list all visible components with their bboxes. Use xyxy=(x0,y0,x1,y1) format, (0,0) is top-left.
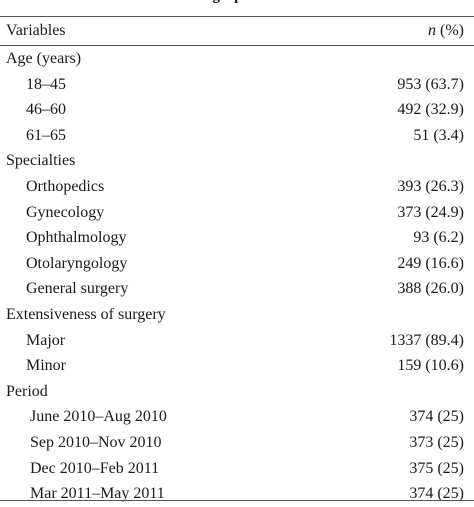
row-label: June 2010–Aug 2010 xyxy=(30,408,167,426)
row-value: 953 (63.7) xyxy=(397,75,464,93)
row-value: 373 (24.9) xyxy=(397,203,464,221)
section-label: Period xyxy=(6,382,48,400)
row-value: 388 (26.0) xyxy=(397,280,464,298)
table-row: General surgery 388 (26.0) xyxy=(0,276,474,302)
table-section-row: Extensiveness of surgery xyxy=(0,302,474,328)
header-variables: Variables xyxy=(6,22,66,39)
row-label: Ophthalmology xyxy=(26,229,127,247)
table-section-row: Age (years) xyxy=(0,46,474,72)
table-header-row: Variables n (%) xyxy=(0,16,474,45)
header-n-percent: n (%) xyxy=(428,16,464,45)
row-label: Major xyxy=(26,331,66,349)
row-value: 159 (10.6) xyxy=(397,357,464,375)
table-row: Ophthalmology 93 (6.2) xyxy=(0,225,474,251)
table-row: Sep 2010–Nov 2010 373 (25) xyxy=(0,430,474,456)
row-value: 375 (25) xyxy=(409,459,464,477)
row-label: 61–65 xyxy=(26,126,66,144)
row-label: Otolaryngology xyxy=(26,254,128,272)
row-label: 18–45 xyxy=(26,75,66,93)
header-percent: (%) xyxy=(436,22,464,39)
table-row: 46–60 492 (32.9) xyxy=(0,97,474,123)
row-value: 1337 (89.4) xyxy=(389,331,464,349)
row-label: Sep 2010–Nov 2010 xyxy=(30,433,162,451)
table-row: Gynecology 373 (24.9) xyxy=(0,200,474,226)
table-section-row: Period xyxy=(0,379,474,405)
row-label: Dec 2010–Feb 2011 xyxy=(30,459,160,477)
table-section-row: Specialties xyxy=(0,148,474,174)
row-value: 374 (25) xyxy=(409,485,464,503)
table-row: 18–45 953 (63.7) xyxy=(0,72,474,98)
row-label: General surgery xyxy=(26,280,129,298)
section-label: Age (years) xyxy=(6,50,82,67)
row-value: 393 (26.3) xyxy=(397,177,464,195)
table-row: Major 1337 (89.4) xyxy=(0,328,474,354)
row-value: 51 (3.4) xyxy=(413,126,464,144)
row-label: Orthopedics xyxy=(26,177,105,195)
table-row: June 2010–Aug 2010 374 (25) xyxy=(0,404,474,430)
table-row: Minor 159 (10.6) xyxy=(0,353,474,379)
table-bottom-rule xyxy=(0,500,474,501)
row-label: Gynecology xyxy=(26,203,105,221)
table-body: Age (years) 18–45 953 (63.7) 46–60 492 (32.9… xyxy=(0,46,474,507)
row-label: Mar 2011–May 2011 xyxy=(30,485,165,503)
table-row: Otolaryngology 249 (16.6) xyxy=(0,251,474,277)
section-label: Specialties xyxy=(6,152,76,170)
row-value: 492 (32.9) xyxy=(397,101,464,119)
table-row: 61–65 51 (3.4) xyxy=(0,123,474,149)
table-top-rule xyxy=(0,16,474,17)
table-row: Mar 2011–May 2011 374 (25) xyxy=(0,481,474,507)
row-value: 374 (25) xyxy=(409,408,464,426)
table-caption-fragment: graphic xyxy=(0,0,474,4)
header-n: n xyxy=(428,22,437,39)
table-header-rule xyxy=(0,45,474,46)
table-row: Dec 2010–Feb 2011 375 (25) xyxy=(0,456,474,482)
row-value: 373 (25) xyxy=(409,433,464,451)
row-label: 46–60 xyxy=(26,101,66,119)
row-label: Minor xyxy=(26,357,66,375)
section-label: Extensiveness of surgery xyxy=(6,305,166,323)
row-value: 249 (16.6) xyxy=(397,254,464,272)
table-row: Orthopedics 393 (26.3) xyxy=(0,174,474,200)
row-value: 93 (6.2) xyxy=(413,229,464,247)
